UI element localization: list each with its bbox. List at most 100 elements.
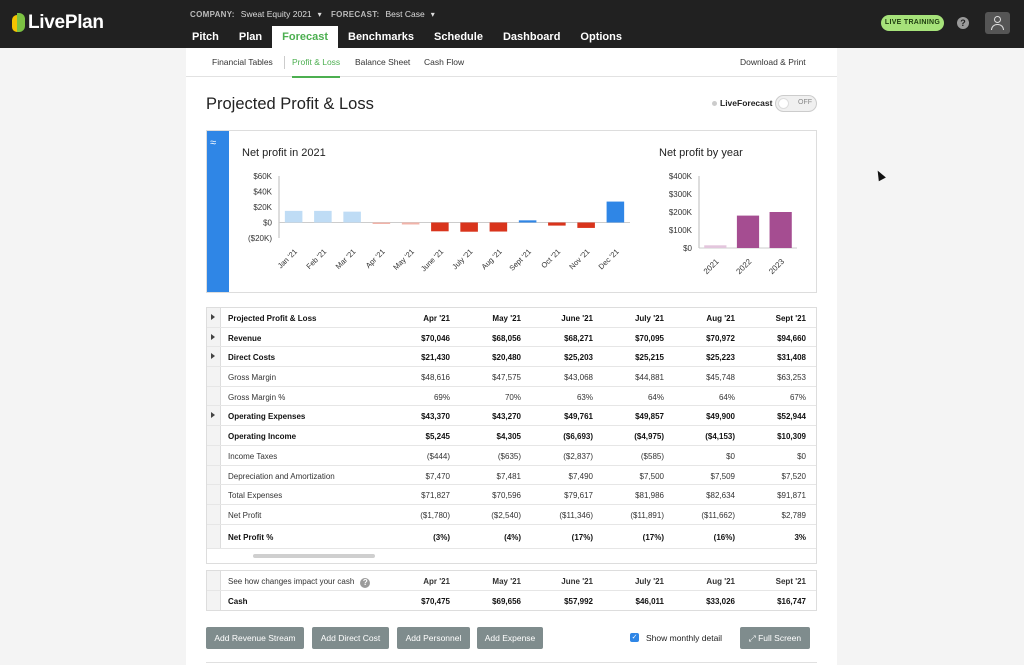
table-row[interactable]: Operating Expenses $43,370 $43,270 $49,761 $… [207, 406, 816, 427]
subnav-balance-sheet[interactable]: Balance Sheet [355, 57, 411, 67]
scrollbar-thumb[interactable] [253, 553, 375, 558]
nav-plan[interactable]: Plan [238, 31, 263, 43]
bar-1[interactable] [314, 210, 332, 223]
row-expand-toggle[interactable] [207, 406, 221, 426]
add-personnel-button[interactable]: Add Personnel [397, 627, 470, 649]
y-tick-label: $20K [253, 203, 272, 212]
monthly-net-profit-chart: $60K $40K $20K $0 ($20K) Jan '21 Feb '21 Mar '2… [248, 172, 630, 273]
add-revenue-stream-button[interactable]: Add Revenue Stream [206, 627, 304, 649]
row-value: $70,046 [421, 333, 450, 343]
user-account-button[interactable] [985, 12, 1010, 34]
row-value: $91,871 [777, 491, 806, 501]
bar-2[interactable] [343, 211, 361, 223]
toggle-state: OFF [798, 99, 812, 106]
bar-2023[interactable] [769, 212, 792, 248]
yearly-net-profit-chart: $400K $300K $200K $100K $0 2021 2022 2023 [669, 172, 797, 276]
y-tick-label: $300K [669, 190, 693, 199]
row-value: $70,596 [492, 491, 521, 501]
x-tick-label: Dec '21 [597, 247, 621, 271]
bar-10[interactable] [577, 222, 595, 228]
nav-dashboard[interactable]: Dashboard [502, 31, 561, 43]
cash-header-text: See how changes impact your cash [228, 577, 355, 586]
bar-0[interactable] [284, 210, 303, 223]
row-value: 3% [794, 532, 806, 542]
row-label: Total Expenses [228, 491, 283, 501]
row-value: $43,370 [421, 412, 450, 422]
bar-9[interactable] [548, 222, 566, 226]
row-value: ($2,540) [491, 510, 521, 520]
bottom-divider [206, 662, 817, 663]
row-value: ($585) [640, 451, 664, 461]
full-screen-button[interactable]: ⤢ Full Screen [740, 627, 810, 649]
row-value: $71,827 [421, 491, 450, 501]
live-training-button[interactable]: LIVE TRAINING [881, 15, 944, 31]
add-direct-cost-button[interactable]: Add Direct Cost [312, 627, 389, 649]
table-header-label: Projected Profit & Loss [228, 314, 317, 323]
company-selector[interactable]: COMPANY: Sweat Equity 2021 ▾ [190, 9, 322, 19]
mouse-cursor-icon [874, 168, 886, 182]
x-tick-label: 2022 [734, 257, 753, 276]
bar-5[interactable] [431, 222, 449, 232]
expand-all-toggle[interactable] [207, 308, 221, 327]
row-value: $48,616 [421, 373, 450, 383]
bar-7[interactable] [489, 222, 508, 232]
y-tick-label: ($20K) [248, 234, 272, 243]
nav-options[interactable]: Options [580, 31, 622, 43]
row-value: $79,617 [564, 491, 593, 501]
row-value: $43,270 [492, 412, 521, 422]
y-tick-label: $0 [263, 219, 272, 228]
liveforecast-toggle[interactable]: OFF [775, 95, 817, 112]
info-icon[interactable]: ? [360, 578, 371, 588]
nav-forecast[interactable]: Forecast [272, 26, 338, 48]
download-print-link[interactable]: Download & Print [740, 57, 806, 67]
row-value: ($11,662) [701, 510, 735, 520]
forecast-selector[interactable]: FORECAST: Best Case ▾ [331, 9, 435, 19]
table-row[interactable]: Direct Costs $21,430 $20,480 $25,203 $25,215… [207, 347, 816, 368]
row-expand-toggle[interactable] [207, 347, 221, 367]
page-content: Financial Tables Profit & Loss Balance S… [186, 48, 837, 665]
row-value: $7,490 [568, 471, 593, 481]
cash-header-label: See how changes impact your cash? [228, 577, 371, 588]
show-monthly-label: Show monthly detail [646, 633, 723, 643]
nav-pitch[interactable]: Pitch [192, 31, 219, 43]
logo-text: LivePlan [28, 12, 104, 33]
cash-label: Cash [228, 596, 248, 606]
add-expense-button[interactable]: Add Expense [477, 627, 543, 649]
table-row[interactable]: Revenue $70,046 $68,056 $68,271 $70,095 $70,9… [207, 327, 816, 348]
subnav-financial-tables[interactable]: Financial Tables [212, 57, 273, 67]
row-value: $44,881 [635, 373, 664, 383]
caret-right-icon [211, 412, 215, 419]
chevron-down-icon: ▾ [317, 9, 322, 19]
liveplan-logo[interactable]: LivePlan [12, 12, 104, 34]
bar-6[interactable] [460, 222, 478, 232]
row-label: Operating Income [228, 432, 297, 442]
bar-11[interactable] [606, 201, 625, 223]
bar-3[interactable] [372, 222, 391, 225]
nav-benchmarks[interactable]: Benchmarks [348, 31, 415, 43]
row-value: 63% [576, 392, 593, 402]
row-gutter [207, 485, 221, 504]
y-tick-label: $100K [669, 226, 693, 235]
bar-8[interactable] [518, 220, 537, 223]
horizontal-scrollbar[interactable] [207, 549, 816, 563]
column-header: Apr '21 [423, 577, 450, 586]
row-gutter [207, 524, 221, 548]
row-value: $25,215 [635, 353, 664, 363]
row-value: $49,900 [706, 412, 735, 422]
row-gutter [207, 426, 221, 445]
liveforecast-status-dot [712, 101, 717, 106]
show-monthly-checkbox[interactable]: ✓ [630, 633, 639, 642]
bar-4[interactable] [401, 222, 420, 225]
bar-2021[interactable] [704, 245, 727, 248]
help-icon[interactable]: ? [957, 17, 969, 29]
nav-schedule[interactable]: Schedule [434, 31, 483, 43]
row-value: $5,245 [425, 432, 450, 442]
cash-value: $57,992 [564, 596, 593, 606]
cash-value: $69,656 [492, 596, 521, 606]
row-expand-toggle[interactable] [207, 327, 221, 347]
column-header: Aug '21 [706, 314, 735, 323]
row-value: (3%) [433, 532, 450, 542]
subnav-profit-loss[interactable]: Profit & Loss [292, 57, 341, 78]
bar-2022[interactable] [736, 215, 760, 248]
subnav-cash-flow[interactable]: Cash Flow [424, 57, 465, 67]
